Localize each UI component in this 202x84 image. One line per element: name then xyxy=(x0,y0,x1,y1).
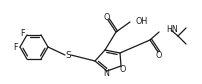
Text: S: S xyxy=(65,50,71,59)
Text: OH: OH xyxy=(136,16,148,26)
Text: N: N xyxy=(103,69,109,79)
Text: O: O xyxy=(156,50,162,59)
Text: F: F xyxy=(14,44,18,52)
Text: O: O xyxy=(104,13,110,22)
Text: O: O xyxy=(120,65,126,74)
Text: HN: HN xyxy=(166,25,178,34)
Text: F: F xyxy=(20,29,25,38)
